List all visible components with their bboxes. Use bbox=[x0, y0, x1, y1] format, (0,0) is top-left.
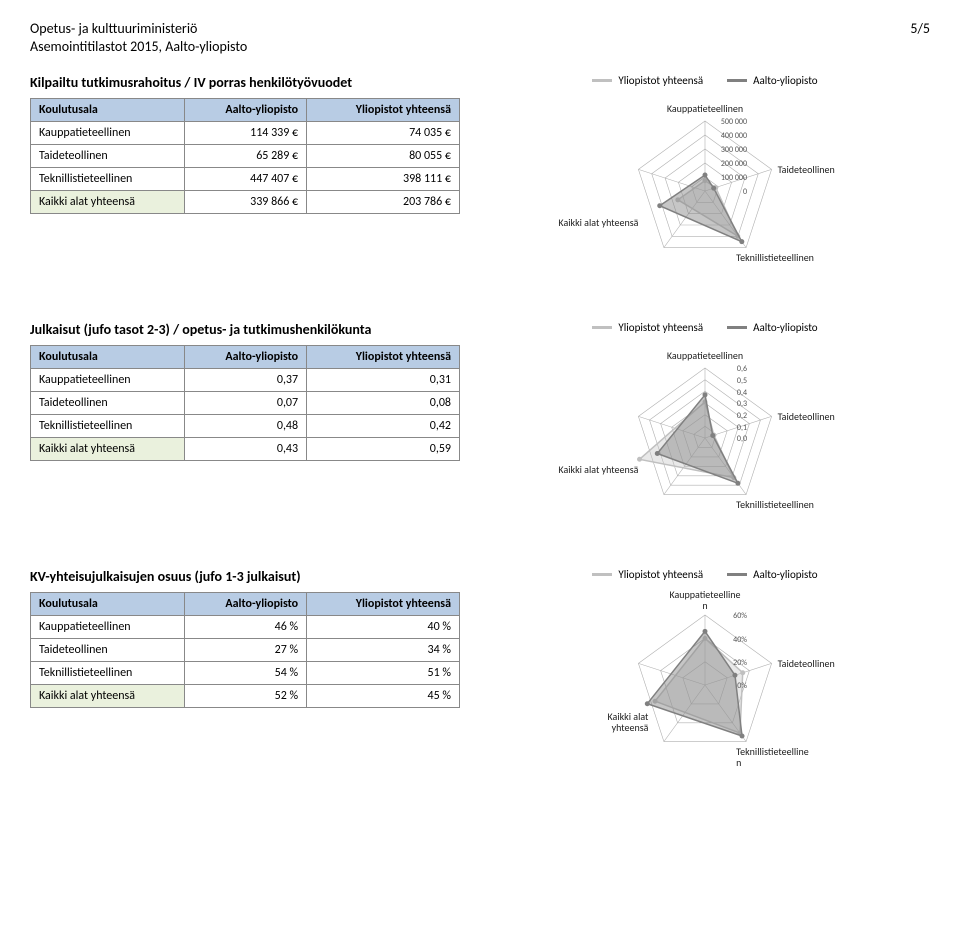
chart-legend: Yliopistot yhteensä Aalto-yliopisto bbox=[480, 321, 930, 334]
value-aalto: 447 407 € bbox=[184, 167, 306, 190]
table-row: Teknillistieteellinen 54 % 51 % bbox=[31, 661, 460, 684]
col-yliopistot: Yliopistot yhteensä bbox=[307, 98, 460, 121]
value-yliopistot: 45 % bbox=[307, 684, 460, 707]
value-yliopistot: 0,31 bbox=[307, 368, 460, 391]
row-label: Teknillistieteellinen bbox=[31, 167, 185, 190]
row-label: Kauppatieteellinen bbox=[31, 368, 185, 391]
value-yliopistot: 203 786 € bbox=[307, 190, 460, 213]
value-aalto: 54 % bbox=[184, 661, 306, 684]
section-2: KV-yhteisujulkaisujen osuus (jufo 1-3 ju… bbox=[30, 568, 930, 785]
value-aalto: 46 % bbox=[184, 615, 306, 638]
legend-series-1: Yliopistot yhteensä bbox=[592, 74, 703, 87]
legend-series-2: Aalto-yliopisto bbox=[727, 568, 818, 581]
value-yliopistot: 40 % bbox=[307, 615, 460, 638]
legend-series-2: Aalto-yliopisto bbox=[727, 321, 818, 334]
value-yliopistot: 0,08 bbox=[307, 391, 460, 414]
value-aalto: 0,37 bbox=[184, 368, 306, 391]
row-label: Taideteollinen bbox=[31, 144, 185, 167]
chart-legend: Yliopistot yhteensä Aalto-yliopisto bbox=[480, 568, 930, 581]
chart-legend: Yliopistot yhteensä Aalto-yliopisto bbox=[480, 74, 930, 87]
legend-series-1: Yliopistot yhteensä bbox=[592, 568, 703, 581]
value-aalto: 27 % bbox=[184, 638, 306, 661]
row-label: Kauppatieteellinen bbox=[31, 615, 185, 638]
row-label: Kaikki alat yhteensä bbox=[31, 190, 185, 213]
row-label: Kauppatieteellinen bbox=[31, 121, 185, 144]
table-row: Teknillistieteellinen 447 407 € 398 111 … bbox=[31, 167, 460, 190]
value-yliopistot: 80 055 € bbox=[307, 144, 460, 167]
row-label: Kaikki alat yhteensä bbox=[31, 437, 185, 460]
section-title: Kilpailtu tutkimusrahoitus / IV porras h… bbox=[30, 74, 460, 92]
section-title: Julkaisut (jufo tasot 2-3) / opetus- ja … bbox=[30, 321, 460, 339]
table-row: Teknillistieteellinen 0,48 0,42 bbox=[31, 414, 460, 437]
value-yliopistot: 34 % bbox=[307, 638, 460, 661]
col-aalto: Aalto-yliopisto bbox=[184, 592, 306, 615]
value-yliopistot: 398 111 € bbox=[307, 167, 460, 190]
value-aalto: 339 866 € bbox=[184, 190, 306, 213]
row-label: Taideteollinen bbox=[31, 391, 185, 414]
section-0: Kilpailtu tutkimusrahoitus / IV porras h… bbox=[30, 74, 930, 291]
ministry-line: Opetus- ja kulttuuriministeriö bbox=[30, 20, 247, 38]
table-row: Kaikki alat yhteensä 339 866 € 203 786 € bbox=[31, 190, 460, 213]
table-row: Taideteollinen 0,07 0,08 bbox=[31, 391, 460, 414]
row-label: Teknillistieteellinen bbox=[31, 414, 185, 437]
section-title: KV-yhteisujulkaisujen osuus (jufo 1-3 ju… bbox=[30, 568, 460, 586]
col-koulutusala: Koulutusala bbox=[31, 345, 185, 368]
col-koulutusala: Koulutusala bbox=[31, 98, 185, 121]
table-row: Kaikki alat yhteensä 0,43 0,59 bbox=[31, 437, 460, 460]
value-aalto: 65 289 € bbox=[184, 144, 306, 167]
section-1: Julkaisut (jufo tasot 2-3) / opetus- ja … bbox=[30, 321, 930, 538]
col-aalto: Aalto-yliopisto bbox=[184, 345, 306, 368]
page-header: Opetus- ja kulttuuriministeriö Asemointi… bbox=[30, 20, 930, 56]
value-yliopistot: 0,42 bbox=[307, 414, 460, 437]
table-row: Kauppatieteellinen 114 339 € 74 035 € bbox=[31, 121, 460, 144]
value-aalto: 0,43 bbox=[184, 437, 306, 460]
col-koulutusala: Koulutusala bbox=[31, 592, 185, 615]
data-table: Koulutusala Aalto-yliopisto Yliopistot y… bbox=[30, 592, 460, 708]
subtitle-line: Asemointitilastot 2015, Aalto-yliopisto bbox=[30, 38, 247, 56]
value-yliopistot: 0,59 bbox=[307, 437, 460, 460]
page-number: 5/5 bbox=[910, 20, 930, 56]
legend-series-1: Yliopistot yhteensä bbox=[592, 321, 703, 334]
value-aalto: 0,48 bbox=[184, 414, 306, 437]
value-yliopistot: 51 % bbox=[307, 661, 460, 684]
data-table: Koulutusala Aalto-yliopisto Yliopistot y… bbox=[30, 345, 460, 461]
row-label: Kaikki alat yhteensä bbox=[31, 684, 185, 707]
value-aalto: 114 339 € bbox=[184, 121, 306, 144]
radar-chart: 60%40%20%0%KauppatieteellinenTaideteolli… bbox=[495, 585, 915, 785]
col-yliopistot: Yliopistot yhteensä bbox=[307, 592, 460, 615]
row-label: Teknillistieteellinen bbox=[31, 661, 185, 684]
value-aalto: 0,07 bbox=[184, 391, 306, 414]
legend-series-2: Aalto-yliopisto bbox=[727, 74, 818, 87]
value-aalto: 52 % bbox=[184, 684, 306, 707]
col-aalto: Aalto-yliopisto bbox=[184, 98, 306, 121]
radar-chart: 0,60,50,40,30,20,10,0KauppatieteellinenT… bbox=[495, 338, 915, 538]
radar-chart: 500 000400 000300 000200 000100 0000Kaup… bbox=[495, 91, 915, 291]
data-table: Koulutusala Aalto-yliopisto Yliopistot y… bbox=[30, 98, 460, 214]
table-row: Kauppatieteellinen 0,37 0,31 bbox=[31, 368, 460, 391]
table-row: Kaikki alat yhteensä 52 % 45 % bbox=[31, 684, 460, 707]
value-yliopistot: 74 035 € bbox=[307, 121, 460, 144]
table-row: Kauppatieteellinen 46 % 40 % bbox=[31, 615, 460, 638]
col-yliopistot: Yliopistot yhteensä bbox=[307, 345, 460, 368]
table-row: Taideteollinen 27 % 34 % bbox=[31, 638, 460, 661]
row-label: Taideteollinen bbox=[31, 638, 185, 661]
table-row: Taideteollinen 65 289 € 80 055 € bbox=[31, 144, 460, 167]
